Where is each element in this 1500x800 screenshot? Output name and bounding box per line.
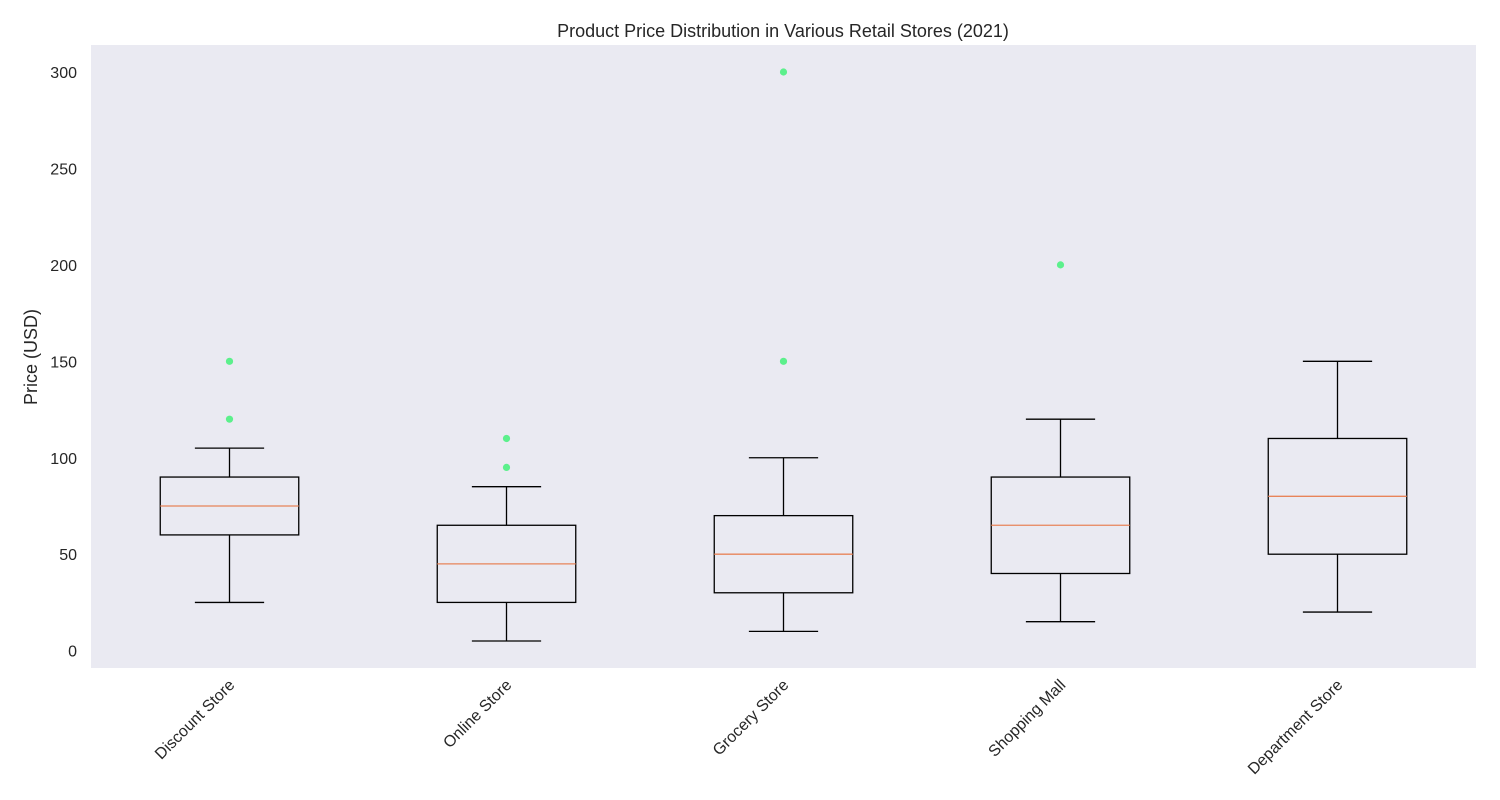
outlier-point [779,68,788,76]
x-tick-label: Department Store [1245,677,1346,778]
x-tick-label: Grocery Store [710,677,793,760]
y-axis-ticks: 0 50 100 150 200 250 300 [50,65,77,661]
x-tick-label: Discount Store [152,677,238,763]
x-tick-label: Online Store [440,677,515,752]
box-group [1267,360,1408,613]
box-series [159,68,1408,642]
y-tick-label: 0 [68,644,77,661]
x-axis-ticks: Discount Store Online Store Grocery Store S… [152,677,1346,778]
chart-title: Product Price Distribution in Various Re… [557,21,1009,41]
outlier-point [502,434,511,443]
y-tick-label: 250 [50,161,77,178]
y-tick-label: 150 [50,354,77,371]
box-group [436,434,577,642]
y-tick-label: 100 [50,451,77,468]
outlier-point [779,357,788,365]
outlier-point [1056,261,1065,269]
y-tick-label: 200 [50,258,77,275]
x-tick-label: Shopping Mall [986,677,1070,761]
box-group [159,357,300,604]
plot-area [91,45,1476,668]
y-tick-label: 50 [59,547,77,564]
outlier-point [502,463,511,472]
outlier-point [225,357,234,365]
box-group [990,261,1131,623]
y-tick-label: 300 [50,65,77,82]
y-axis-label: Price (USD) [21,309,41,405]
outlier-point [225,415,234,423]
box-group [713,68,854,633]
